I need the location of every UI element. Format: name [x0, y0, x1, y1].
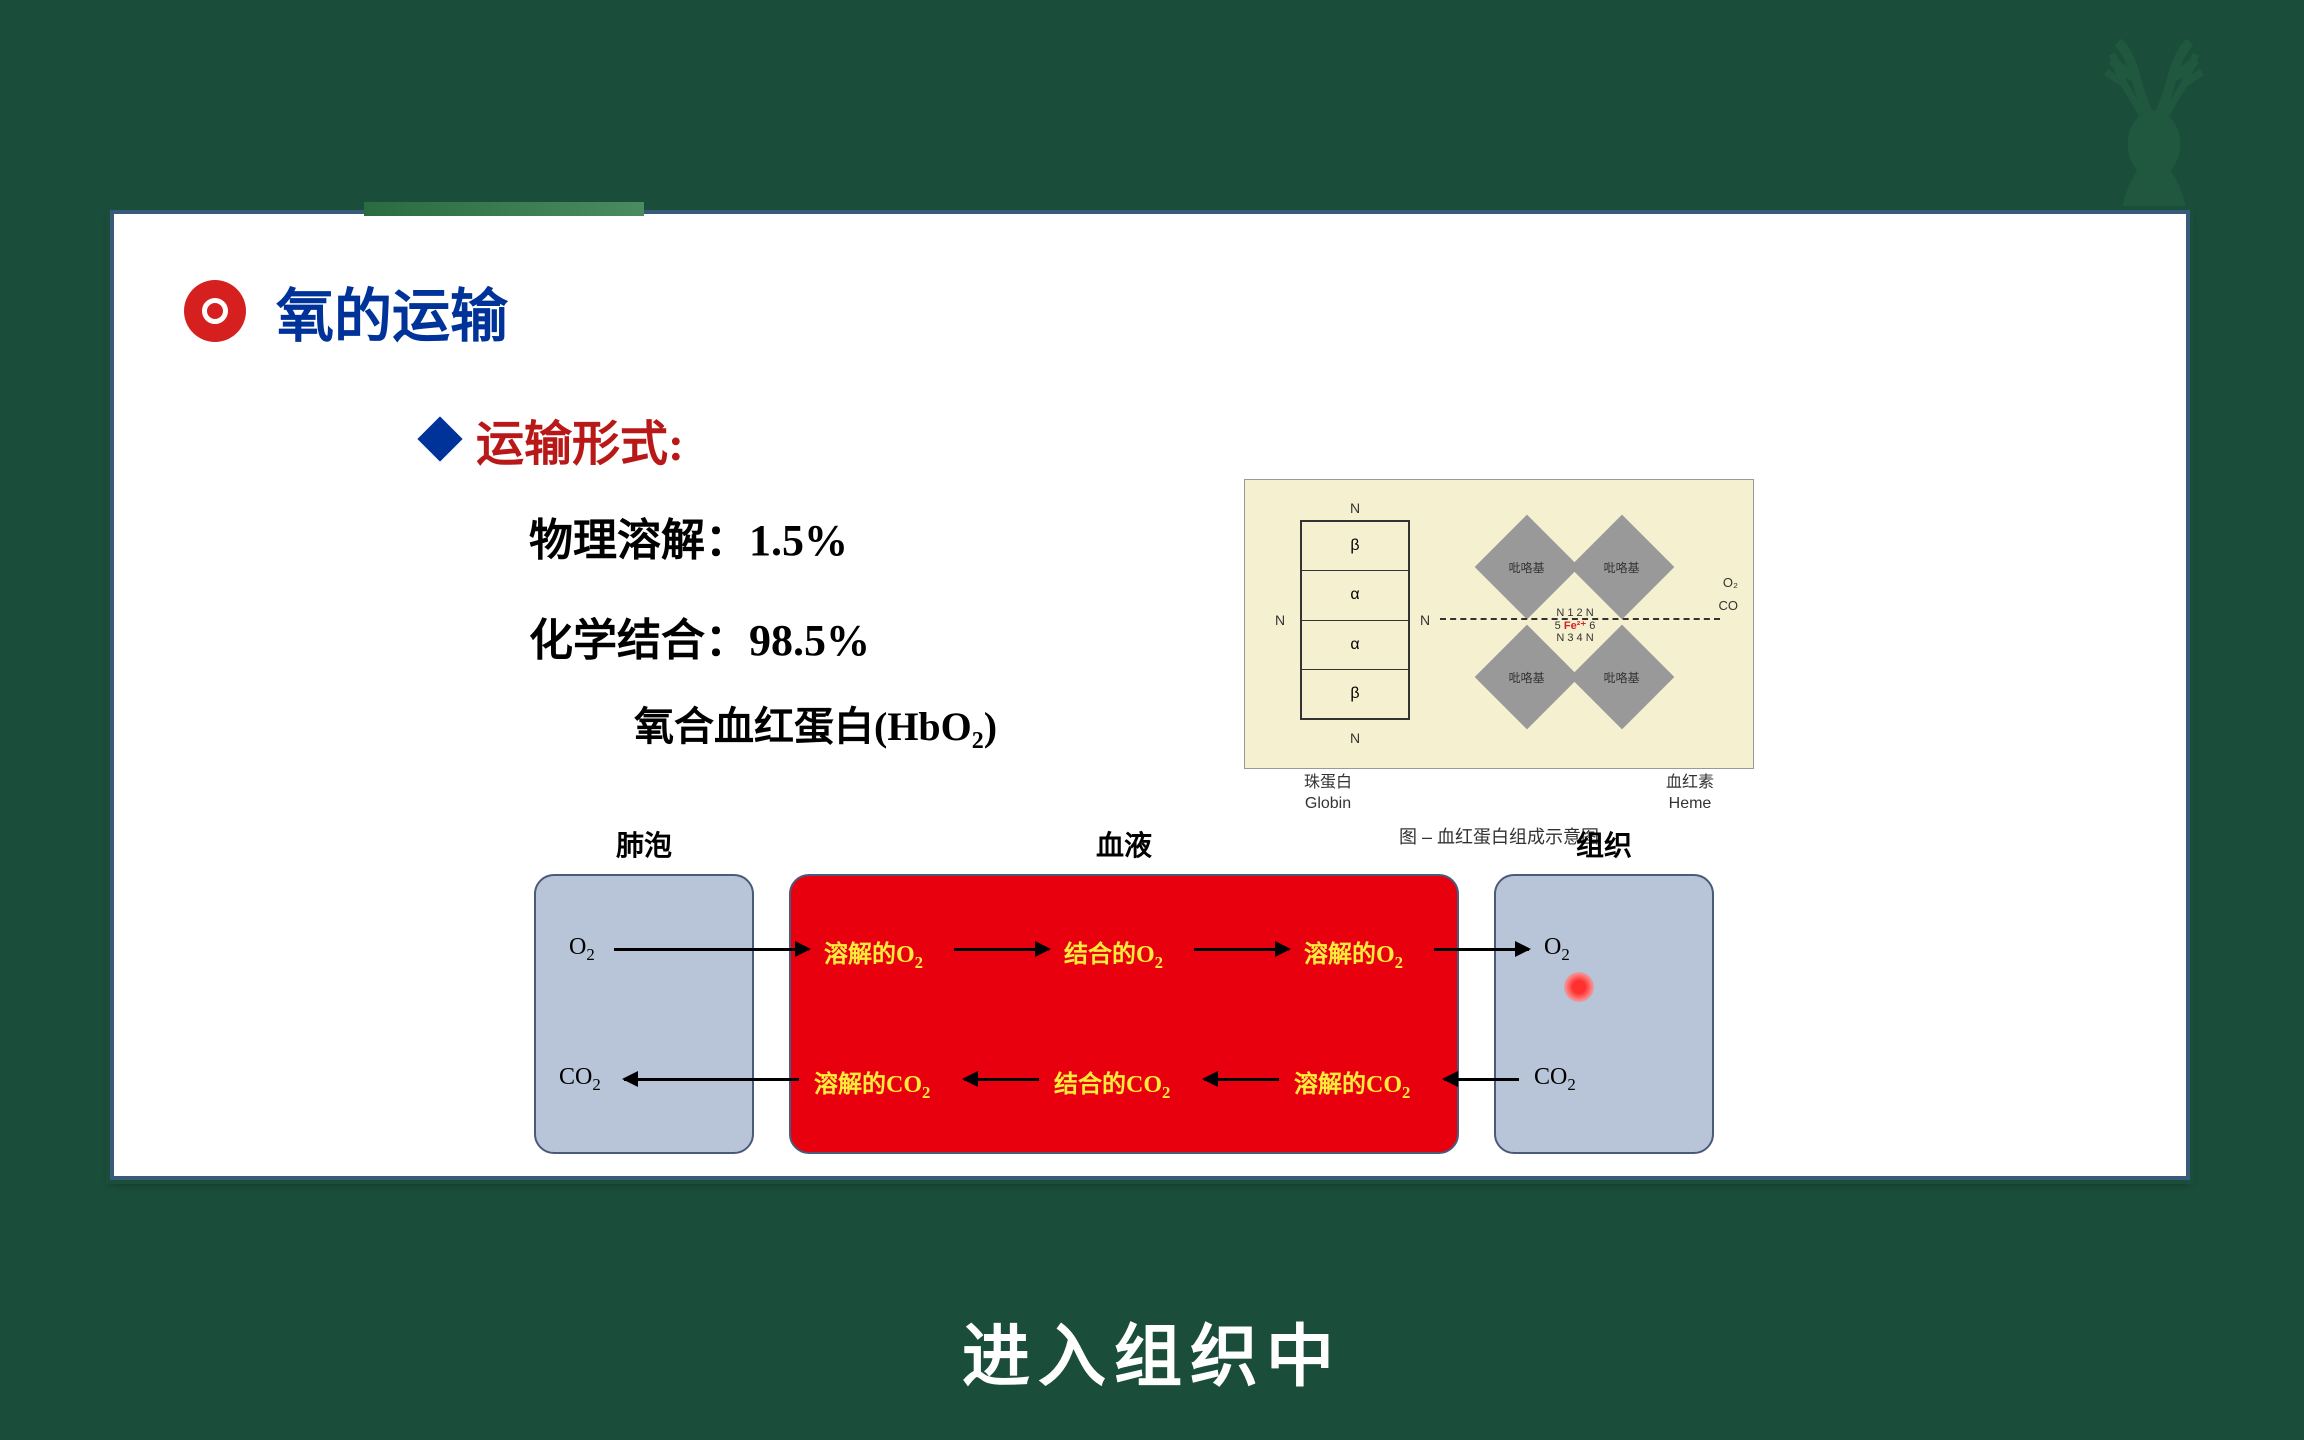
heme-diamond-tl: 吡咯基 — [1475, 515, 1580, 620]
globin-n-left: N — [1275, 612, 1285, 628]
heme-diagram: N N N N β α α β 吡咯基 吡咯基 吡咯基 吡咯基 N 1 2 N … — [1244, 479, 1754, 769]
flow-box-alveoli — [534, 874, 754, 1154]
alveoli-co2: CO2 — [559, 1064, 601, 1095]
globin-n-top: N — [1350, 500, 1360, 516]
heme-dashed-line — [1440, 618, 1720, 620]
flow-label-left: 肺泡 — [584, 824, 704, 864]
blood-bound-o2: 结合的O2 — [1064, 934, 1163, 973]
flow-label-mid: 血液 — [1064, 824, 1184, 864]
arrow-co2-2 — [964, 1078, 1039, 1081]
line2-label: 化学结合： — [529, 616, 749, 665]
heme-o2-label: O₂ — [1723, 575, 1738, 590]
alveoli-o2: O2 — [569, 934, 595, 965]
globin-seg-3: β — [1302, 670, 1408, 718]
heme-figure: N N N N β α α β 吡咯基 吡咯基 吡咯基 吡咯基 N 1 2 N … — [1244, 479, 1754, 849]
bottom-caption: 进入组织中 — [0, 1301, 2304, 1400]
diamond-bullet-icon — [417, 416, 462, 461]
flow-label-right: 组织 — [1544, 824, 1664, 864]
tissue-co2: CO2 — [1534, 1064, 1576, 1095]
globin-n-right: N — [1420, 612, 1430, 628]
top-accent-bar — [364, 202, 644, 216]
globin-seg-1: α — [1302, 571, 1408, 620]
globin-box: β α α β — [1300, 520, 1410, 720]
arrow-co2-4 — [1444, 1078, 1519, 1081]
arrow-o2-3 — [1194, 948, 1289, 951]
heme-co-label: CO — [1719, 598, 1739, 613]
flow-box-blood — [789, 874, 1459, 1154]
arrow-o2-4 — [1434, 948, 1529, 951]
arrow-co2-3 — [1204, 1078, 1279, 1081]
globin-seg-0: β — [1302, 522, 1408, 571]
line2-value: 98.5% — [749, 616, 870, 665]
heme-caption: 血红素 Heme — [1666, 773, 1714, 815]
flow-box-tissue — [1494, 874, 1714, 1154]
title-bullet-icon — [184, 280, 246, 342]
globin-caption: 珠蛋白 Globin — [1304, 773, 1352, 815]
flow-diagram: 肺泡 血液 组织 O2 CO2 O2 CO2 溶解的O2 结合的O2 溶解的O2… — [534, 824, 1734, 1164]
heme-center: N 1 2 N 5 Fe²⁺ 6 N 3 4 N — [1550, 607, 1600, 643]
blood-bound-co2: 结合的CO2 — [1054, 1064, 1170, 1103]
blood-dissolved-co2-1: 溶解的CO2 — [814, 1064, 930, 1103]
subtitle: 运输形式: — [476, 404, 684, 474]
line1-value: 1.5% — [749, 516, 848, 565]
globin-n-bottom: N — [1350, 730, 1360, 746]
tissue-o2: O2 — [1544, 934, 1570, 965]
arrow-co2-1 — [624, 1078, 799, 1081]
line-hbo2: 氧合血红蛋白(HbO₂) — [634, 694, 997, 752]
blood-dissolved-o2-2: 溶解的O2 — [1304, 934, 1403, 973]
blood-dissolved-o2-1: 溶解的O2 — [824, 934, 923, 973]
slide-panel: 氧的运输 运输形式: 物理溶解：1.5% 化学结合：98.5% 氧合血红蛋白(H… — [110, 210, 2190, 1180]
subtitle-row: 运输形式: — [424, 404, 684, 474]
line-chemical: 化学结合：98.5% — [529, 604, 870, 668]
heme-group: 吡咯基 吡咯基 吡咯基 吡咯基 N 1 2 N 5 Fe²⁺ 6 N 3 4 N — [1455, 515, 1695, 735]
line-physical: 物理溶解：1.5% — [529, 504, 848, 568]
arrow-o2-2 — [954, 948, 1049, 951]
title-row: 氧的运输 — [184, 269, 508, 353]
arrow-o2-1 — [614, 948, 809, 951]
heme-diamond-tr: 吡咯基 — [1570, 515, 1675, 620]
slide-title: 氧的运输 — [276, 269, 508, 353]
laser-pointer-icon — [1564, 972, 1594, 1002]
globin-seg-2: α — [1302, 621, 1408, 670]
line1-label: 物理溶解： — [529, 516, 749, 565]
blood-dissolved-co2-2: 溶解的CO2 — [1294, 1064, 1410, 1103]
heme-caption-row: 珠蛋白 Globin 血红素 Heme — [1244, 773, 1754, 815]
